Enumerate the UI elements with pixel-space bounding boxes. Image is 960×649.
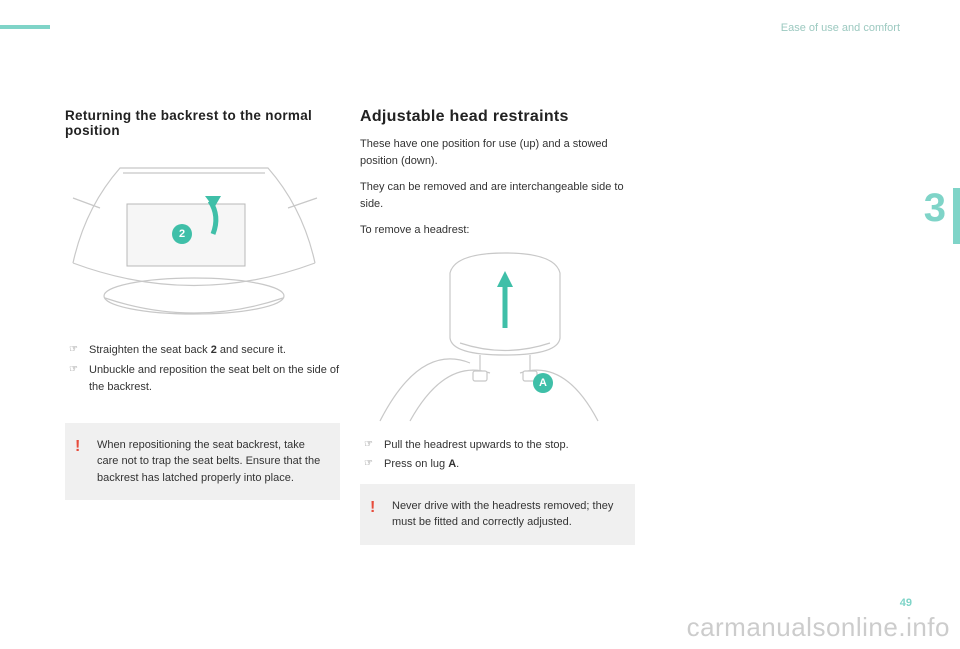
col1-warning-text: When repositioning the seat backrest, ta… (97, 439, 320, 484)
top-accent-bar (0, 25, 50, 29)
page-number: 49 (900, 597, 912, 609)
col2-bullet-2: Press on lug A. (360, 456, 635, 474)
col1-bullet-list: Straighten the seat back 2 and secure it… (65, 342, 340, 397)
col1-title: Returning the backrest to the normal pos… (65, 108, 340, 138)
col1-warning: ! When repositioning the seat backrest, … (65, 423, 340, 501)
header-section-label: Ease of use and comfort (781, 22, 900, 34)
chapter-band (953, 188, 960, 244)
callout-2-label: 2 (179, 228, 185, 240)
column-right: Adjustable head restraints These have on… (360, 108, 635, 545)
col1-bullet-1: Straighten the seat back 2 and secure it… (65, 342, 340, 360)
warning-icon: ! (75, 435, 80, 459)
warning-icon: ! (370, 496, 375, 520)
col1-figure-backrest: 2 (65, 148, 323, 330)
col2-p1: These have one position for use (up) and… (360, 136, 635, 169)
column-left: Returning the backrest to the normal pos… (65, 108, 340, 500)
col2-p2: They can be removed and are interchangea… (360, 179, 635, 212)
col2-figure-headrest: A (360, 243, 618, 425)
chapter-number: 3 (924, 186, 946, 231)
col1-bullet-2: Unbuckle and reposition the seat belt on… (65, 362, 340, 397)
col2-warning-text: Never drive with the headrests removed; … (392, 500, 613, 529)
callout-a-label: A (539, 377, 547, 389)
watermark: carmanualsonline.info (687, 612, 950, 643)
col2-bullet-list: Pull the headrest upwards to the stop. P… (360, 437, 635, 474)
col2-title: Adjustable head restraints (360, 108, 635, 126)
col2-bullet-1: Pull the headrest upwards to the stop. (360, 437, 635, 455)
col2-warning: ! Never drive with the headrests removed… (360, 484, 635, 545)
col2-p3: To remove a headrest: (360, 222, 635, 239)
